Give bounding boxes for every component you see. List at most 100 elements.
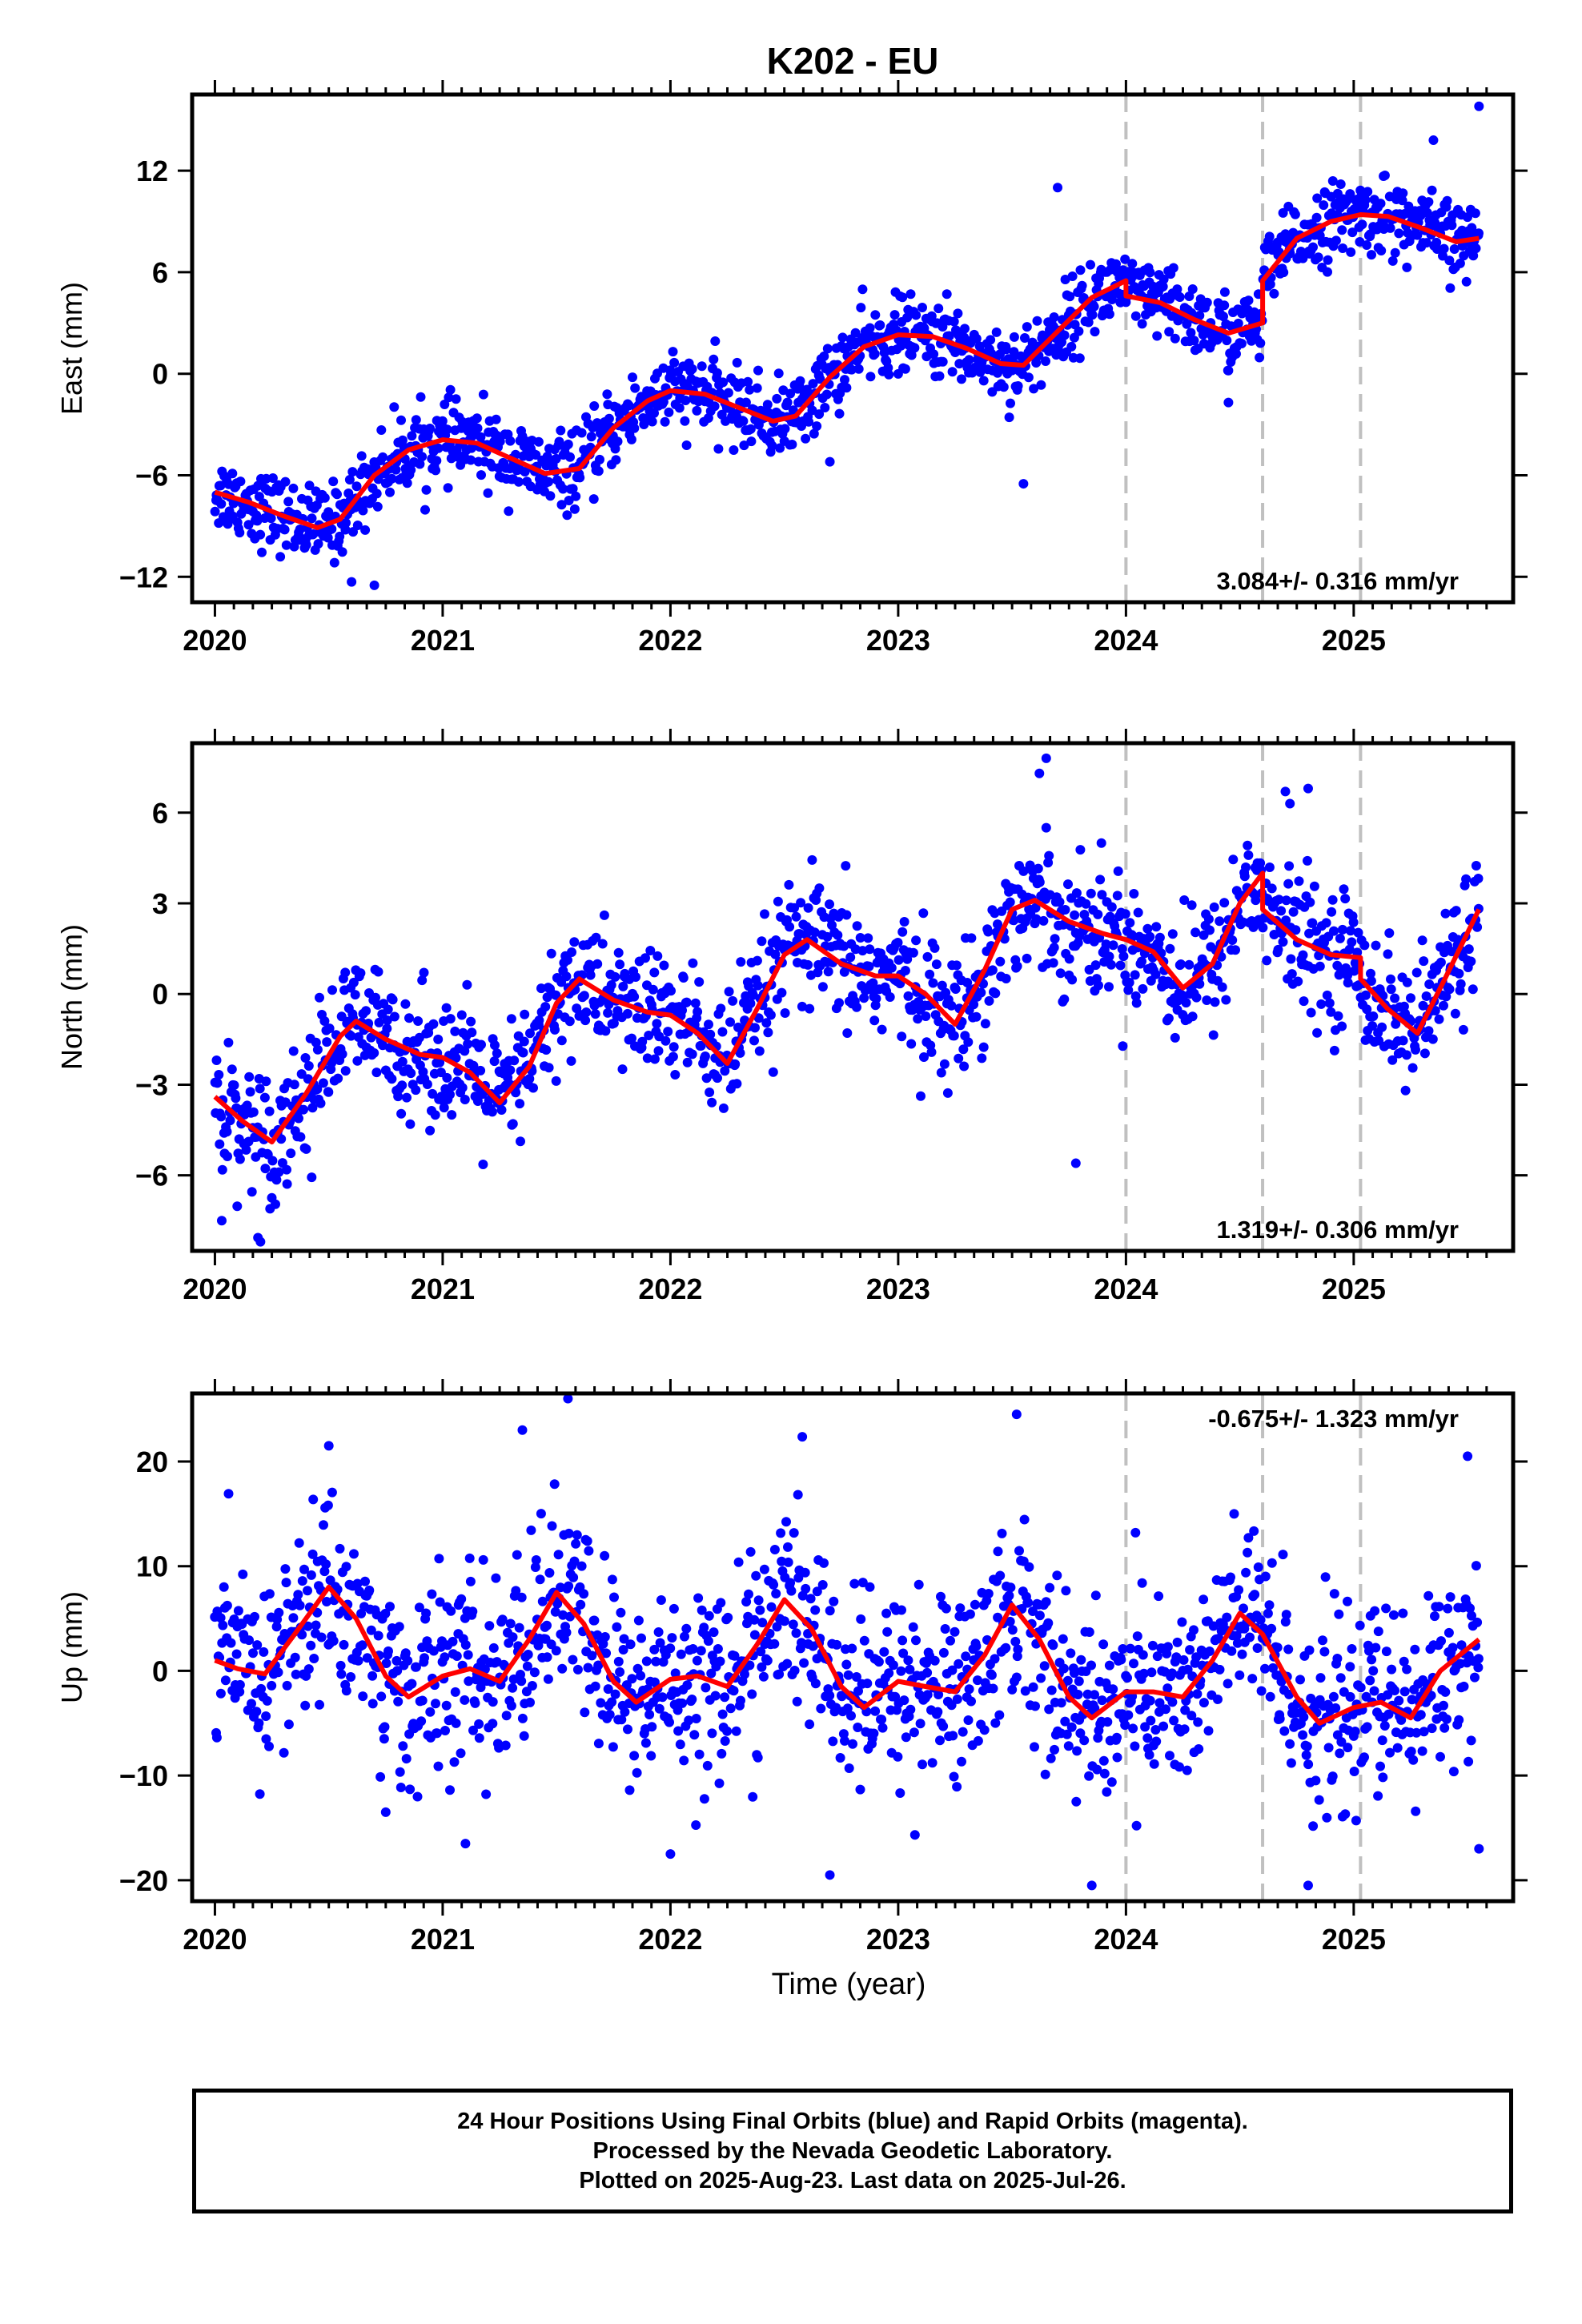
data-point (1346, 247, 1356, 257)
data-point (525, 1028, 535, 1039)
data-point (393, 1092, 404, 1102)
data-point (322, 1597, 331, 1606)
data-point (1144, 1750, 1154, 1760)
data-point (1439, 1000, 1448, 1011)
data-point (1154, 1698, 1165, 1708)
data-point (694, 977, 705, 987)
data-point (971, 1011, 982, 1022)
data-point (1438, 251, 1447, 261)
x-tick-label: 2021 (411, 1273, 475, 1305)
data-point (691, 1714, 701, 1723)
data-point (432, 456, 442, 466)
data-point (335, 531, 345, 541)
data-point (716, 1003, 726, 1014)
data-point (715, 1656, 725, 1667)
data-point (291, 1669, 301, 1679)
data-point (260, 1164, 271, 1174)
data-point (1383, 1709, 1394, 1719)
data-point (1340, 1809, 1351, 1819)
data-point (274, 1607, 284, 1618)
data-point (523, 1650, 533, 1659)
data-point (491, 414, 501, 424)
data-point (569, 504, 580, 514)
data-point (1419, 1048, 1430, 1059)
data-point (1172, 284, 1182, 295)
data-point (554, 436, 564, 447)
data-point (938, 1721, 949, 1731)
data-point (1461, 874, 1472, 884)
data-point (1473, 1654, 1484, 1664)
data-point (456, 1010, 467, 1020)
data-point (1430, 1611, 1439, 1622)
data-point (970, 1599, 980, 1610)
data-point (1099, 1768, 1110, 1779)
data-point (1239, 1603, 1248, 1614)
outlier-point (1041, 753, 1051, 763)
data-point (515, 1099, 525, 1109)
data-point (516, 1676, 527, 1687)
data-point (782, 397, 793, 408)
data-point (366, 1625, 376, 1635)
data-point (823, 967, 833, 977)
data-point (1219, 898, 1230, 908)
data-point (1316, 999, 1327, 1009)
data-point (620, 1707, 630, 1717)
data-point (1137, 1578, 1147, 1588)
data-point (445, 1089, 455, 1100)
data-point (422, 1080, 432, 1089)
data-point (604, 413, 614, 424)
data-point (1009, 915, 1019, 926)
data-point (652, 951, 663, 961)
data-point (853, 1723, 863, 1732)
data-point (922, 1690, 933, 1700)
data-point (977, 1053, 987, 1063)
data-point (1286, 1758, 1296, 1768)
data-point (899, 917, 909, 927)
data-point (931, 959, 942, 970)
data-point (1343, 1743, 1353, 1753)
data-point (1290, 209, 1300, 219)
data-point (1005, 1616, 1015, 1626)
data-point (646, 1751, 656, 1761)
data-point (922, 1667, 933, 1678)
data-point (1163, 1013, 1174, 1023)
data-point (1419, 956, 1429, 967)
data-point (746, 436, 757, 447)
data-point (966, 933, 977, 943)
data-point (1422, 207, 1432, 218)
data-point (841, 910, 852, 920)
data-point (567, 947, 576, 957)
y-tick-label: 12 (136, 155, 168, 187)
data-point (1022, 953, 1032, 963)
data-point (1387, 255, 1398, 266)
data-point (946, 1635, 955, 1646)
data-point (1255, 858, 1266, 868)
data-point (1406, 1747, 1416, 1756)
data-point (505, 1618, 516, 1629)
data-point (1045, 1582, 1055, 1593)
data-point (1402, 1664, 1412, 1675)
data-point (801, 1583, 811, 1594)
data-point (1138, 1668, 1149, 1679)
data-point (1030, 1742, 1039, 1752)
data-point (795, 376, 805, 386)
data-point (1386, 984, 1396, 995)
data-point (971, 333, 982, 344)
data-point (456, 1748, 466, 1759)
data-point (1158, 281, 1168, 292)
data-point (1249, 1526, 1259, 1536)
data-point (905, 1664, 915, 1675)
data-point (373, 1630, 383, 1641)
up-frame (190, 1391, 1516, 1904)
data-point (613, 1656, 624, 1667)
data-point (280, 476, 291, 487)
data-point (1062, 1675, 1073, 1686)
x-tick-label: 2023 (866, 1923, 930, 1956)
data-point (1179, 1724, 1190, 1735)
data-point (406, 1068, 416, 1079)
data-point (966, 1696, 976, 1707)
data-point (817, 982, 828, 992)
data-point (1090, 1590, 1101, 1601)
data-point (1338, 243, 1348, 253)
